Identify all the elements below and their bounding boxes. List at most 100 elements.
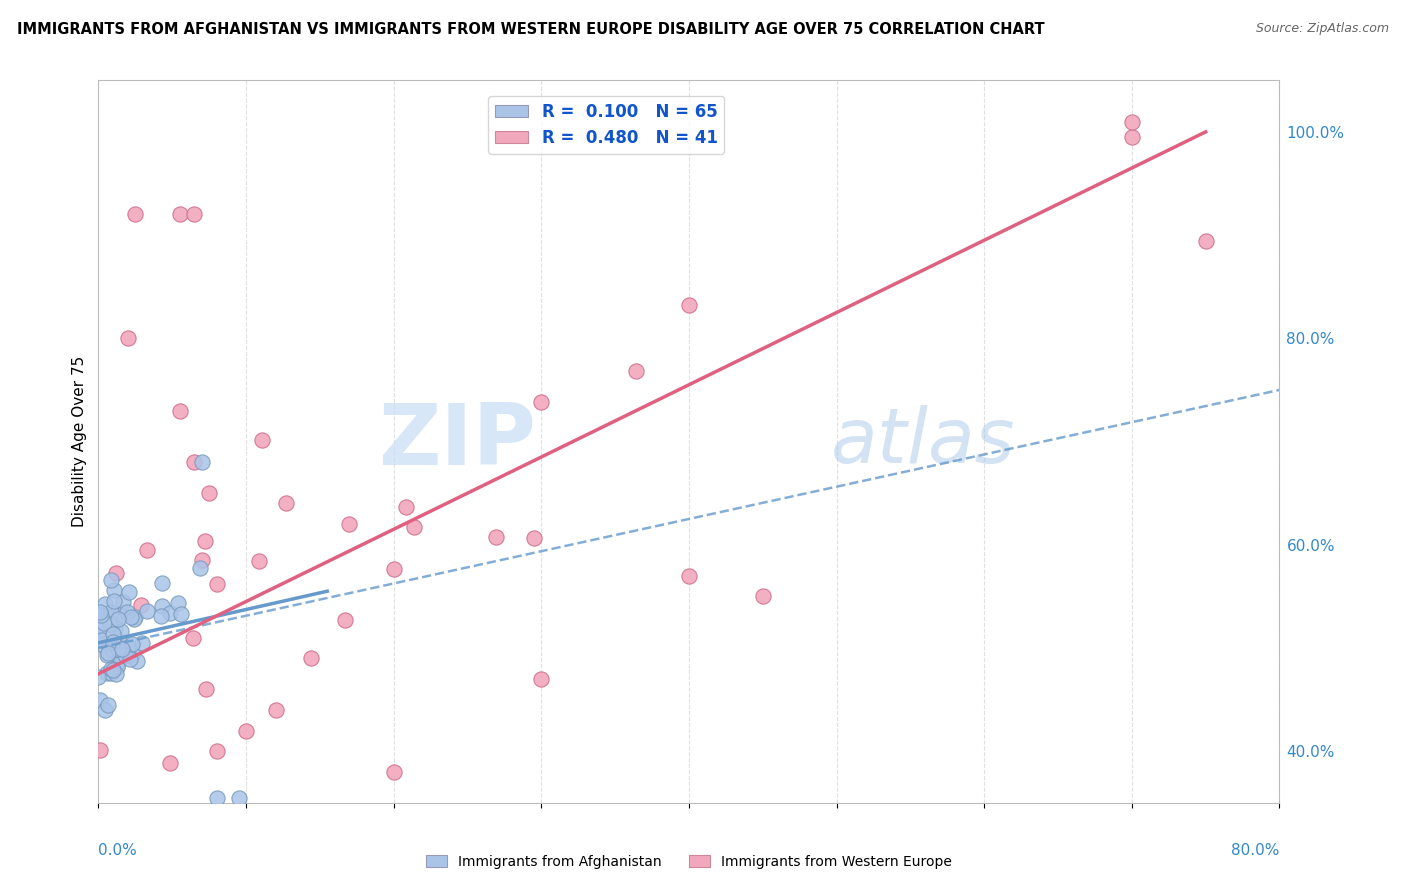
Point bbox=[382, 562, 405, 576]
Text: 80.0%: 80.0% bbox=[1232, 843, 1279, 857]
Point bbox=[117, 640, 139, 655]
Point bbox=[264, 703, 287, 717]
Point bbox=[121, 637, 143, 651]
Point bbox=[183, 455, 205, 469]
Text: IMMIGRANTS FROM AFGHANISTAN VS IMMIGRANTS FROM WESTERN EUROPE DISABILITY AGE OVE: IMMIGRANTS FROM AFGHANISTAN VS IMMIGRANT… bbox=[17, 22, 1045, 37]
Text: ZIP: ZIP bbox=[378, 400, 536, 483]
Point bbox=[624, 364, 647, 378]
Point bbox=[111, 642, 134, 657]
Point bbox=[1195, 234, 1218, 248]
Point bbox=[301, 651, 323, 665]
Point bbox=[121, 646, 143, 660]
Point bbox=[205, 790, 228, 805]
Point bbox=[159, 606, 181, 620]
Point bbox=[127, 655, 149, 669]
Point bbox=[188, 561, 211, 575]
Point bbox=[205, 744, 228, 758]
Point bbox=[129, 598, 152, 612]
Point bbox=[120, 610, 142, 624]
Y-axis label: Disability Age Over 75: Disability Age Over 75 bbox=[72, 356, 87, 527]
Point bbox=[135, 604, 157, 618]
Point bbox=[101, 626, 124, 640]
Point bbox=[118, 585, 141, 599]
Point bbox=[103, 582, 125, 597]
Point bbox=[382, 764, 405, 779]
Point bbox=[89, 743, 111, 757]
Point bbox=[530, 672, 553, 686]
Point bbox=[103, 594, 125, 608]
Point bbox=[94, 703, 117, 717]
Point bbox=[167, 596, 190, 610]
Point bbox=[101, 635, 124, 649]
Point bbox=[194, 533, 217, 548]
Point bbox=[150, 599, 173, 614]
Point bbox=[523, 532, 546, 546]
Legend: Immigrants from Afghanistan, Immigrants from Western Europe: Immigrants from Afghanistan, Immigrants … bbox=[420, 849, 957, 874]
Point bbox=[124, 612, 146, 626]
Point bbox=[395, 500, 418, 515]
Point bbox=[274, 496, 297, 510]
Point bbox=[93, 597, 115, 611]
Point bbox=[678, 568, 700, 582]
Point bbox=[228, 790, 250, 805]
Point bbox=[89, 632, 111, 646]
Point bbox=[404, 519, 426, 533]
Point bbox=[335, 613, 357, 627]
Point bbox=[108, 633, 131, 648]
Point bbox=[191, 455, 214, 469]
Point bbox=[117, 331, 139, 345]
Point bbox=[93, 615, 115, 630]
Point bbox=[87, 670, 110, 684]
Point bbox=[107, 641, 129, 656]
Point bbox=[150, 609, 173, 624]
Point bbox=[131, 636, 153, 650]
Point bbox=[105, 659, 128, 673]
Point bbox=[191, 553, 214, 567]
Point bbox=[87, 623, 110, 637]
Point bbox=[104, 637, 127, 651]
Point bbox=[104, 667, 127, 681]
Point bbox=[94, 640, 117, 654]
Point bbox=[120, 652, 142, 666]
Point bbox=[235, 723, 257, 738]
Point bbox=[98, 617, 121, 632]
Point bbox=[101, 663, 124, 677]
Point bbox=[96, 609, 118, 624]
Point bbox=[103, 642, 125, 657]
Point bbox=[181, 632, 204, 646]
Point bbox=[530, 395, 553, 409]
Point bbox=[183, 207, 205, 221]
Point bbox=[752, 590, 775, 604]
Point bbox=[104, 621, 127, 635]
Point bbox=[117, 649, 139, 664]
Point bbox=[198, 486, 221, 500]
Point bbox=[105, 641, 128, 656]
Point bbox=[339, 517, 361, 532]
Point bbox=[105, 660, 128, 674]
Point bbox=[107, 648, 129, 662]
Point bbox=[159, 756, 181, 770]
Point bbox=[100, 605, 122, 619]
Text: 0.0%: 0.0% bbox=[98, 843, 138, 857]
Text: atlas: atlas bbox=[831, 405, 1015, 478]
Text: Source: ZipAtlas.com: Source: ZipAtlas.com bbox=[1256, 22, 1389, 36]
Point bbox=[1121, 130, 1143, 145]
Point bbox=[124, 609, 146, 624]
Point bbox=[250, 433, 273, 447]
Point bbox=[110, 624, 132, 639]
Point bbox=[169, 207, 191, 221]
Point bbox=[150, 575, 173, 590]
Point bbox=[100, 662, 122, 676]
Point bbox=[124, 207, 146, 221]
Point bbox=[96, 666, 118, 681]
Point bbox=[107, 612, 129, 626]
Point bbox=[678, 298, 700, 312]
Point bbox=[100, 573, 122, 587]
Point bbox=[247, 554, 270, 568]
Point bbox=[105, 566, 128, 581]
Point bbox=[108, 607, 131, 622]
Point bbox=[97, 698, 120, 712]
Point bbox=[484, 530, 506, 544]
Point bbox=[115, 605, 138, 619]
Point bbox=[100, 666, 122, 681]
